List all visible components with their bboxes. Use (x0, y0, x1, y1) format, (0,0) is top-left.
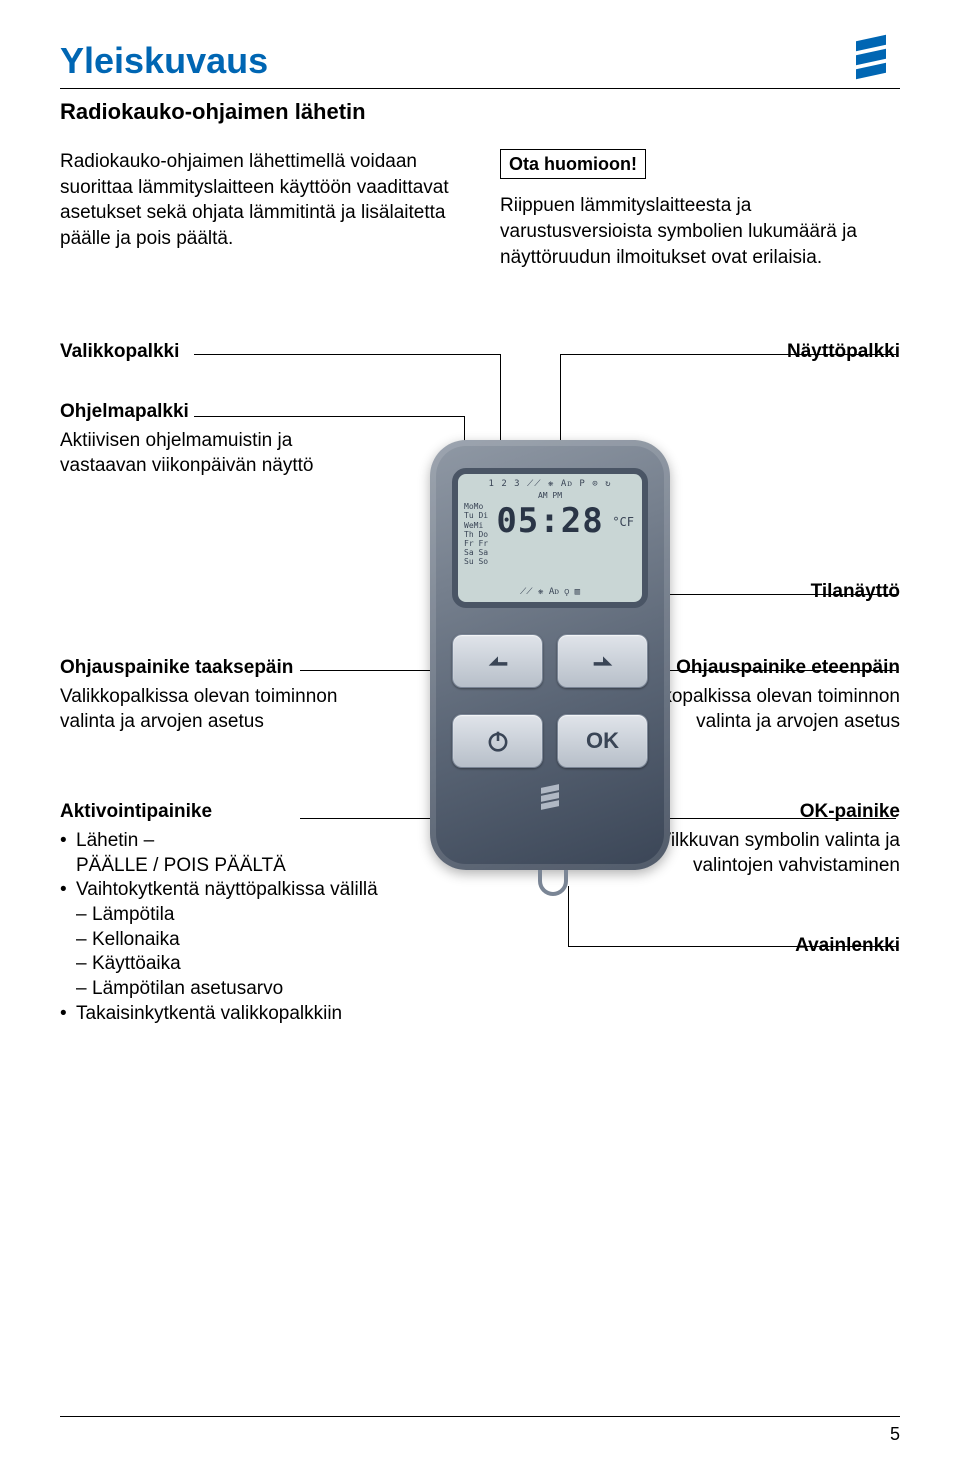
rule-bottom (60, 1416, 900, 1417)
device-screen: 1 2 3 ⟋⟋ ❋ Aᴅ P ⊙ ↻ MoMo Tu Di WeMi Th D… (452, 468, 648, 608)
arrow-forward-icon (589, 647, 617, 675)
screen-time: 05:28 (466, 503, 634, 540)
intro-left-text: Radiokauko-ohjaimen lähettimellä voidaan… (60, 149, 460, 270)
label-nayttopalkki: Näyttöpalkki (600, 340, 900, 365)
label-avainlenkki: Avainlenkki (640, 934, 900, 959)
page-number: 5 (890, 1424, 900, 1445)
label-ohjelmapalkki-title: Ohjelmapalkki (60, 400, 360, 425)
label-ok-title: OK-painike (640, 800, 900, 825)
screen-top-icons: 1 2 3 ⟋⟋ ❋ Aᴅ P ⊙ ↻ (466, 480, 634, 490)
device-logo-icon (452, 786, 648, 810)
back-button[interactable] (452, 634, 543, 688)
subheading: Radiokauko-ohjaimen lähetin (60, 99, 900, 125)
leader-line (568, 886, 569, 946)
label-valikkopalkki: Valikkopalkki (60, 340, 360, 365)
device-diagram: Valikkopalkki Ohjelmapalkki Aktiivisen o… (60, 340, 900, 1160)
label-ohjelmapalkki-desc: Aktiivisen ohjelmamuistin ja vastaavan v… (60, 430, 314, 476)
label-back-title: Ohjauspainike taaksepäin (60, 656, 360, 681)
arrow-back-icon (484, 647, 512, 675)
power-icon (484, 727, 512, 755)
keyring-icon (538, 870, 568, 896)
screen-ampm: AM PM (466, 492, 634, 501)
power-button[interactable] (452, 714, 543, 768)
aktivointi-bullet-3: Takaisinkytkentä valikkopalkkiin (60, 1002, 380, 1027)
screen-days: MoMo Tu Di WeMi Th Do Fr Fr Sa Sa Su So (464, 502, 488, 566)
forward-button[interactable] (557, 634, 648, 688)
label-ok-desc: Vilkkuvan symbolin valinta ja valintojen… (659, 830, 901, 876)
label-aktivointi-title: Aktivointipainike (60, 800, 380, 825)
label-back-desc: Valikkopalkissa olevan toiminnon valinta… (60, 686, 337, 732)
notice-box: Ota huomioon! (500, 149, 646, 179)
aktivointi-bullet-2: Vaihtokytkentä näyttöpalkissa välillä (60, 878, 380, 903)
screen-bottom-icons: ⟋⟋ ❋ Aᴅ ⚲ ▥ (458, 588, 642, 598)
intro-right-text: Riippuen lämmityslaitteesta ja varustusv… (500, 193, 900, 270)
aktivointi-sub-3: Käyttöaika (60, 952, 380, 977)
brand-logo (856, 38, 900, 82)
label-tilanaytto: Tilanäyttö (640, 580, 900, 605)
aktivointi-sub-2: Kellonaika (60, 928, 380, 953)
remote-device: 1 2 3 ⟋⟋ ❋ Aᴅ P ⊙ ↻ MoMo Tu Di WeMi Th D… (430, 440, 670, 870)
aktivointi-bullet-1: Lähetin – PÄÄLLE / POIS PÄÄLTÄ (60, 829, 380, 878)
aktivointi-sub-4: Lämpötilan asetusarvo (60, 977, 380, 1002)
ok-button[interactable]: OK (557, 714, 648, 768)
rule-top (60, 88, 900, 89)
page-title: Yleiskuvaus (60, 40, 900, 82)
screen-unit: °CF (612, 516, 634, 529)
aktivointi-sub-1: Lämpötila (60, 903, 380, 928)
